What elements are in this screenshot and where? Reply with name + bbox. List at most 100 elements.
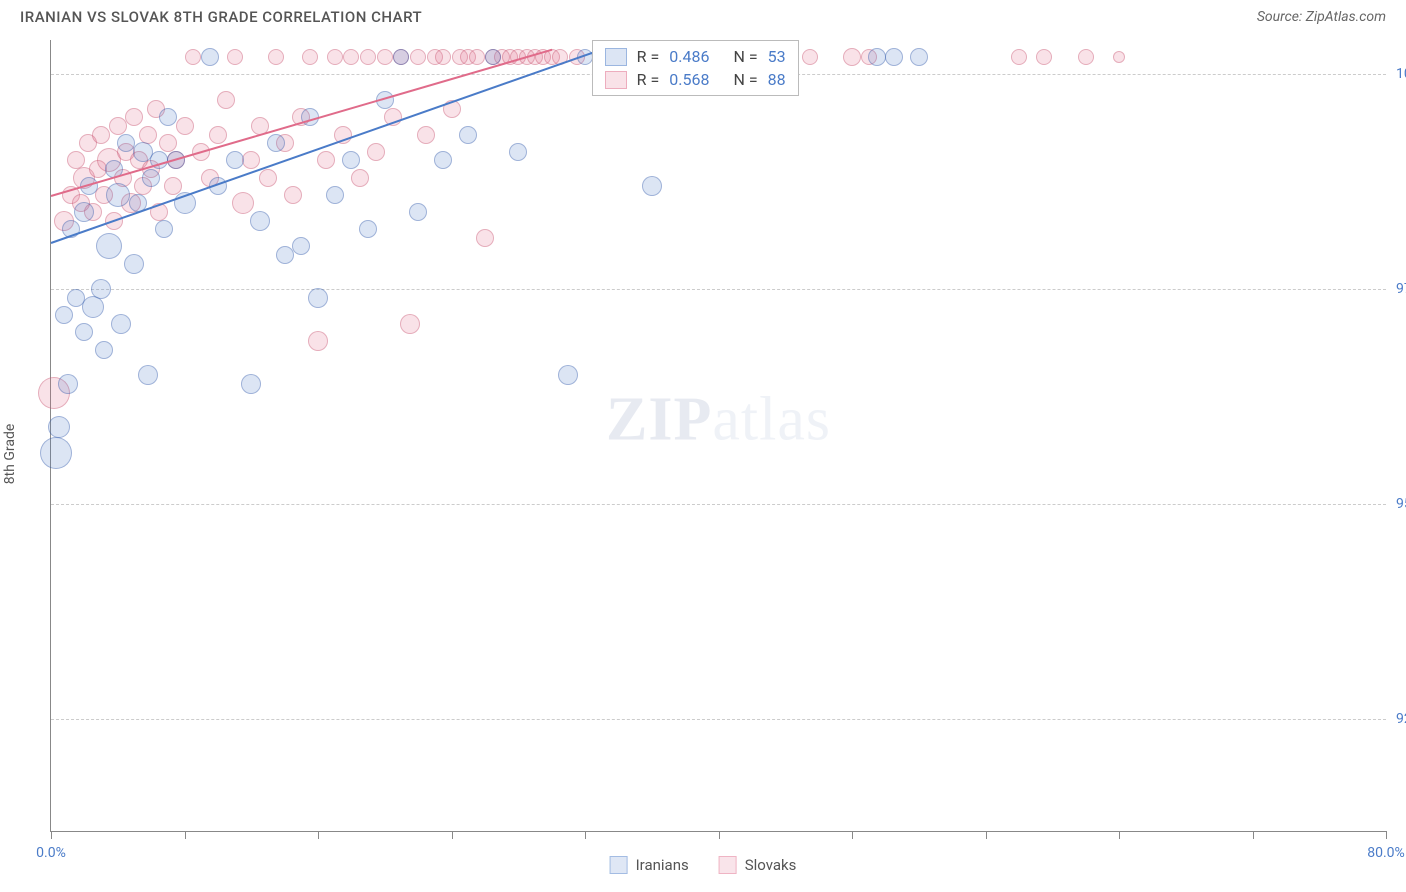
scatter-point-iranians (142, 169, 160, 187)
stats-legend: R =0.486N =53R =0.568N =88 (592, 40, 799, 96)
scatter-point-iranians (96, 233, 122, 259)
y-tick-label: 100.0% (1396, 66, 1406, 82)
scatter-point-iranians (124, 254, 144, 274)
scatter-point-iranians (276, 246, 294, 264)
scatter-point-slovaks (227, 49, 243, 65)
scatter-point-iranians (342, 151, 360, 169)
scatter-point-iranians (226, 151, 244, 169)
legend-item: Iranians (610, 856, 689, 874)
scatter-point-iranians (359, 220, 377, 238)
y-tick-label: 92.5% (1396, 711, 1406, 727)
scatter-point-slovaks (284, 186, 302, 204)
scatter-point-slovaks (1011, 49, 1027, 65)
legend-r-value: 0.568 (669, 70, 709, 89)
scatter-point-iranians (201, 48, 219, 66)
watermark-strong: ZIP (606, 385, 712, 453)
scatter-point-slovaks (209, 126, 227, 144)
legend-r-label: R = (637, 70, 660, 89)
x-tick (318, 831, 319, 839)
x-tick (51, 831, 52, 839)
scatter-point-slovaks (367, 143, 385, 161)
scatter-point-slovaks (217, 91, 235, 109)
scatter-point-slovaks (802, 49, 818, 65)
x-tick-label: 0.0% (36, 845, 66, 861)
legend-n-label: N = (733, 70, 757, 89)
watermark: ZIPatlas (606, 384, 831, 455)
scatter-point-iranians (308, 288, 328, 308)
scatter-point-slovaks (410, 49, 426, 65)
legend-item: Slovaks (719, 856, 797, 874)
scatter-point-iranians (250, 211, 270, 231)
legend-swatch (605, 48, 627, 66)
scatter-point-slovaks (109, 117, 127, 135)
scatter-point-iranians (434, 151, 452, 169)
scatter-point-slovaks (435, 49, 451, 65)
scatter-point-slovaks (469, 49, 485, 65)
scatter-point-iranians (75, 323, 93, 341)
y-tick-label: 95.0% (1396, 496, 1406, 512)
scatter-point-iranians (40, 437, 72, 469)
scatter-point-slovaks (242, 151, 260, 169)
x-tick (585, 831, 586, 839)
scatter-point-iranians (642, 176, 662, 196)
scatter-point-slovaks (259, 169, 277, 187)
scatter-point-slovaks (268, 49, 284, 65)
chart-source: Source: ZipAtlas.com (1257, 9, 1386, 25)
scatter-point-slovaks (476, 229, 494, 247)
scatter-point-iranians (409, 203, 427, 221)
scatter-point-iranians (241, 374, 261, 394)
x-tick (452, 831, 453, 839)
x-tick (986, 831, 987, 839)
legend-n-label: N = (733, 47, 757, 66)
legend-r-value: 0.486 (669, 47, 709, 66)
scatter-point-iranians (111, 314, 131, 334)
scatter-point-slovaks (185, 49, 201, 65)
watermark-light: atlas (712, 385, 831, 453)
scatter-point-iranians (48, 416, 70, 438)
scatter-point-slovaks (232, 192, 254, 214)
x-tick (1253, 831, 1254, 839)
scatter-point-iranians (74, 202, 94, 222)
scatter-plot: ZIPatlas R =0.486N =53R =0.568N =88 92.5… (50, 40, 1386, 832)
scatter-point-slovaks (302, 49, 318, 65)
x-tick-label: 80.0% (1367, 845, 1405, 861)
stats-legend-row: R = 0.568 N = 88 (605, 68, 786, 91)
scatter-point-slovaks (1113, 51, 1125, 63)
gridline (51, 289, 1386, 290)
stats-legend-row: R =0.486N =53 (605, 45, 786, 68)
y-axis-label: 8th Grade (2, 424, 18, 485)
scatter-point-slovaks (843, 48, 861, 66)
scatter-point-slovaks (176, 117, 194, 135)
x-tick (719, 831, 720, 839)
x-tick (1119, 831, 1120, 839)
scatter-point-iranians (868, 48, 886, 66)
legend-n-value: 88 (768, 70, 786, 89)
series-legend: Iranians Slovaks (610, 856, 797, 874)
scatter-point-iranians (159, 108, 177, 126)
gridline (51, 719, 1386, 720)
scatter-point-iranians (393, 49, 409, 65)
scatter-point-iranians (459, 126, 477, 144)
legend-label: Slovaks (745, 856, 797, 874)
scatter-point-iranians (91, 279, 111, 299)
scatter-point-iranians (55, 306, 73, 324)
scatter-point-iranians (509, 143, 527, 161)
scatter-point-slovaks (351, 169, 369, 187)
scatter-point-slovaks (125, 108, 143, 126)
scatter-point-iranians (267, 134, 285, 152)
scatter-point-iranians (558, 365, 578, 385)
scatter-point-iranians (885, 48, 903, 66)
legend-swatch (719, 856, 737, 874)
scatter-point-slovaks (343, 49, 359, 65)
legend-swatch (605, 71, 627, 89)
scatter-point-slovaks (159, 134, 177, 152)
scatter-point-iranians (106, 183, 130, 207)
scatter-point-slovaks (1078, 49, 1094, 65)
scatter-point-iranians (292, 237, 310, 255)
x-tick (1386, 831, 1387, 839)
gridline (51, 504, 1386, 505)
scatter-point-slovaks (400, 314, 420, 334)
scatter-point-slovaks (377, 49, 393, 65)
legend-label: Iranians (636, 856, 689, 874)
chart-title: IRANIAN VS SLOVAK 8TH GRADE CORRELATION … (20, 8, 422, 26)
